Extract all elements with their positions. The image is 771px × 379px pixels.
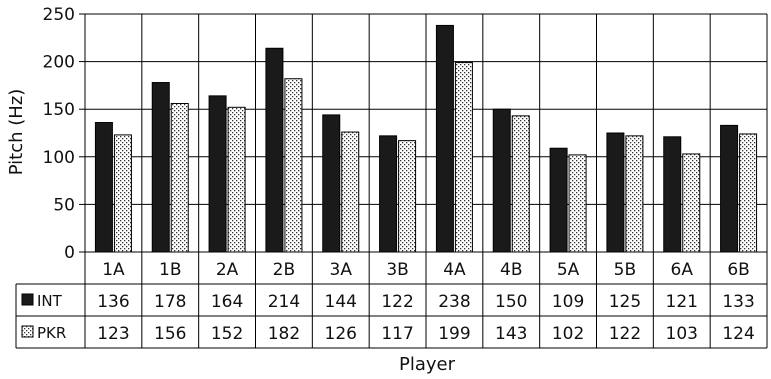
data-label: 143	[495, 324, 527, 344]
data-label: 136	[97, 292, 129, 312]
data-label: 156	[154, 324, 186, 344]
y-tick-label: 0	[64, 243, 75, 263]
bar-pkr-6b	[739, 133, 758, 253]
data-label: 238	[438, 292, 470, 312]
category-label: 4B	[500, 260, 522, 280]
bar-int-3a	[322, 114, 341, 253]
y-tick-label: 250	[43, 5, 75, 25]
category-label: 1A	[102, 260, 125, 280]
bar-int-2b	[265, 47, 284, 253]
y-axis-title: Pitch (Hz)	[6, 89, 27, 176]
category-label: 3B	[386, 260, 408, 280]
data-label: 122	[609, 324, 641, 344]
category-label: 4A	[443, 260, 466, 280]
data-label: 125	[609, 292, 641, 312]
category-label: 5A	[557, 260, 580, 280]
data-label: 144	[325, 292, 357, 312]
data-label: 199	[438, 324, 470, 344]
category-label: 6B	[727, 260, 749, 280]
bar-int-5b	[606, 132, 625, 253]
bar-pkr-4b	[511, 115, 530, 253]
bar-pkr-2b	[284, 78, 303, 253]
bar-pkr-3b	[398, 140, 417, 253]
y-tick-label: 100	[43, 148, 75, 168]
data-label: 150	[495, 292, 527, 312]
legend-swatch-pkr	[21, 325, 34, 338]
legend-label-int: INT	[37, 292, 63, 310]
bar-pkr-6a	[682, 153, 701, 253]
data-label: 103	[666, 324, 698, 344]
bar-pkr-3a	[341, 131, 360, 253]
category-label: 3A	[330, 260, 353, 280]
bar-int-5a	[549, 147, 568, 253]
data-label: 117	[381, 324, 413, 344]
data-label: 124	[722, 324, 754, 344]
data-label: 182	[268, 324, 300, 344]
data-label: 123	[97, 324, 129, 344]
bar-int-3b	[379, 135, 398, 253]
bar-int-6b	[720, 124, 739, 253]
bar-pkr-5b	[625, 135, 644, 253]
data-label: 133	[722, 292, 754, 312]
bar-int-6a	[663, 136, 682, 253]
bar-int-4a	[435, 24, 454, 253]
data-label: 122	[381, 292, 413, 312]
y-tick-label: 200	[43, 53, 75, 73]
category-label: 2B	[273, 260, 295, 280]
data-label: 121	[666, 292, 698, 312]
bar-int-4b	[492, 108, 511, 253]
bar-pkr-1a	[113, 134, 132, 253]
bar-int-1a	[94, 122, 113, 253]
bar-int-2a	[208, 95, 227, 253]
category-label: 1B	[159, 260, 181, 280]
category-label: 5B	[614, 260, 636, 280]
bar-int-1b	[151, 82, 170, 253]
y-axis-ticks: 0 50 100 150 200 250	[43, 5, 85, 263]
y-tick-label: 150	[43, 100, 75, 120]
data-label: 178	[154, 292, 186, 312]
data-label: 102	[552, 324, 584, 344]
category-label: 6A	[671, 260, 694, 280]
category-label: 2A	[216, 260, 239, 280]
bar-pkr-4a	[454, 62, 473, 253]
legend-label-pkr: PKR	[37, 324, 66, 342]
bar-pkr-5a	[568, 154, 587, 253]
data-label: 126	[325, 324, 357, 344]
y-tick-label: 50	[53, 195, 75, 215]
x-axis-title: Player	[399, 354, 456, 375]
data-label: 164	[211, 292, 243, 312]
data-table: 1A 1B 2A 2B 3A 3B 4A 4B 5A 5B 6A 6B INT 136 178 164 214 1…	[15, 14, 768, 349]
bar-pkr-1b	[170, 102, 189, 253]
data-label: 152	[211, 324, 243, 344]
data-label: 214	[268, 292, 300, 312]
legend-swatch-int	[21, 293, 34, 306]
data-label: 109	[552, 292, 584, 312]
bar-pkr-2a	[227, 106, 246, 253]
bars	[94, 24, 758, 253]
